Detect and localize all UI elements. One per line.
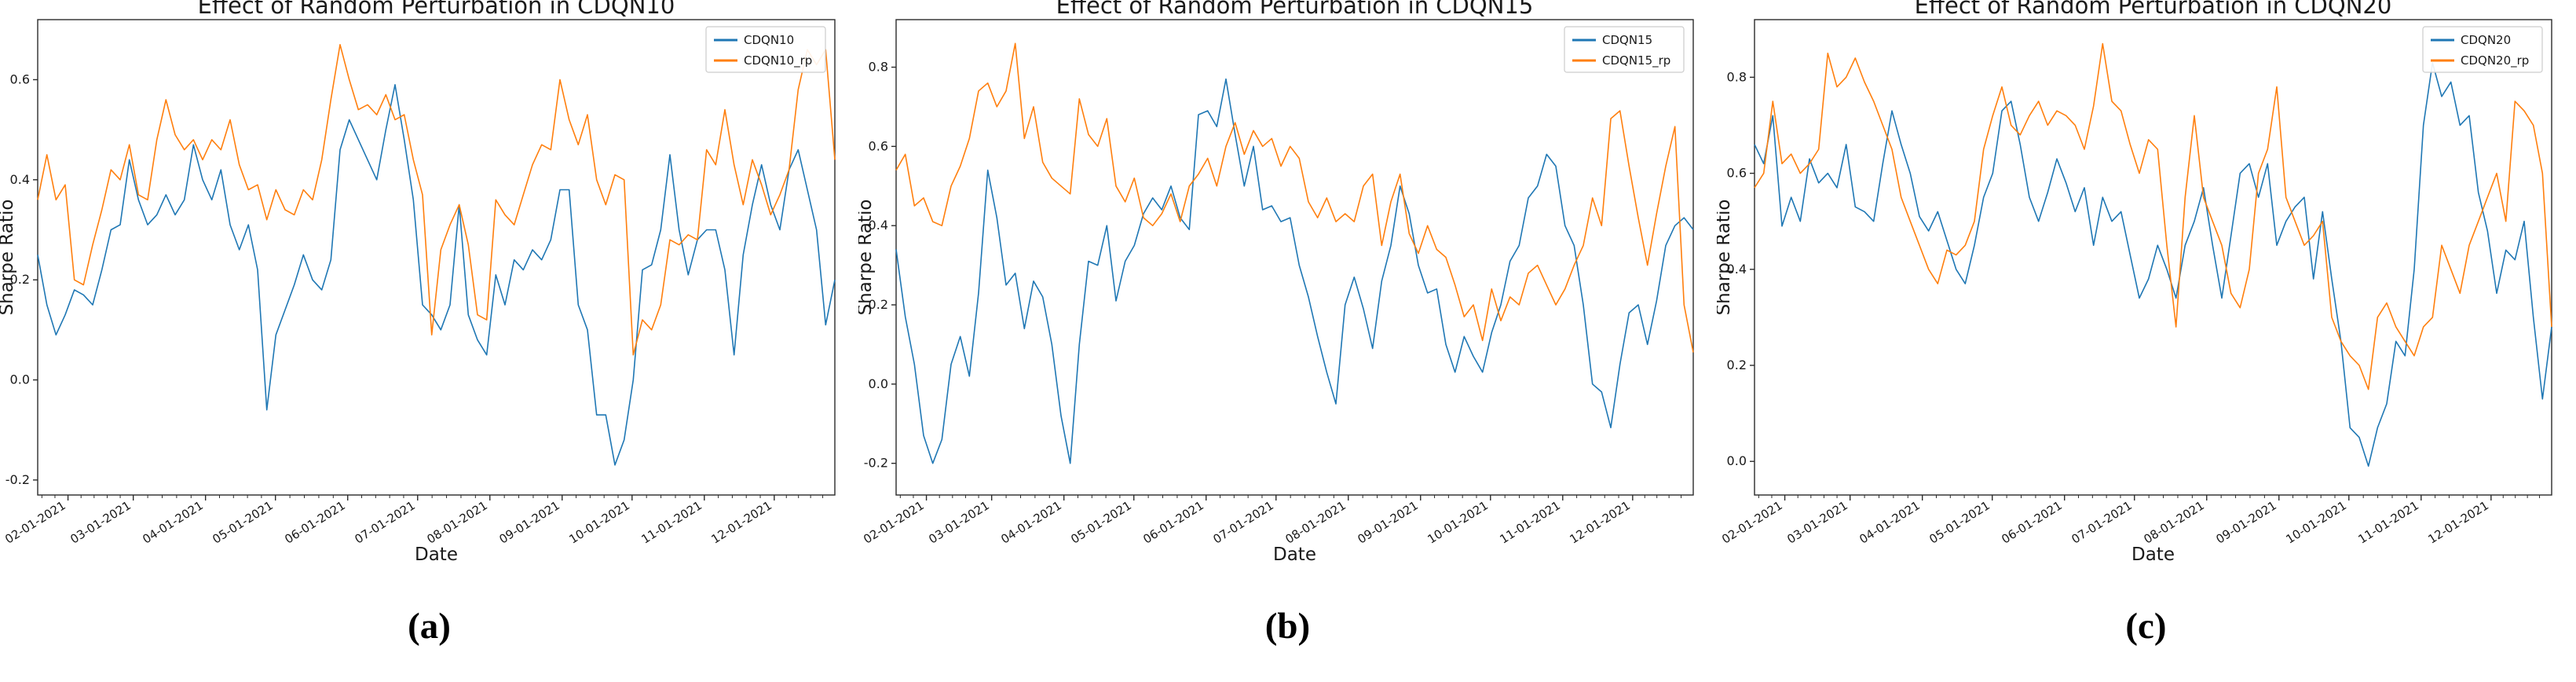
chart-cdqn10: Effect of Random Perturbation in CDQN10 -…: [0, 0, 836, 565]
svg-text:-0.2: -0.2: [5, 472, 30, 487]
y-axis: -0.2 0.0 0.2 0.4 0.6 0.8: [864, 60, 896, 471]
caption-b: (b): [1264, 606, 1311, 647]
y-axis: 0.0 0.2 0.4 0.6 0.8: [1727, 69, 1755, 468]
svg-text:0.2: 0.2: [869, 297, 888, 312]
x-axis: 02-01-2021 03-01-2021 04-01-2021 05-01-2021…: [861, 495, 1682, 547]
svg-text:07-01-2021: 07-01-2021: [1210, 498, 1275, 546]
svg-text:12-01-2021: 12-01-2021: [708, 498, 774, 546]
series-line-CDQN15: [895, 78, 1694, 464]
series-line-CDQN10_rp: [37, 43, 836, 356]
svg-text:0.0: 0.0: [869, 376, 888, 391]
svg-text:06-01-2021: 06-01-2021: [282, 498, 347, 546]
svg-text:0.0: 0.0: [1727, 453, 1747, 468]
series-line-CDQN20: [1754, 62, 2552, 468]
svg-text:05-01-2021: 05-01-2021: [1927, 498, 1992, 546]
svg-text:02-01-2021: 02-01-2021: [1719, 498, 1784, 546]
svg-text:11-01-2021: 11-01-2021: [1497, 498, 1562, 546]
svg-text:03-01-2021: 03-01-2021: [1784, 498, 1850, 546]
svg-text:03-01-2021: 03-01-2021: [68, 498, 133, 546]
svg-text:0.6: 0.6: [869, 138, 888, 153]
svg-text:07-01-2021: 07-01-2021: [2069, 498, 2134, 546]
svg-text:0.2: 0.2: [1727, 358, 1747, 372]
legend: CDQN20 CDQN20_rp: [2422, 26, 2543, 73]
svg-text:0.8: 0.8: [1727, 69, 1747, 84]
svg-text:CDQN15_rp: CDQN15_rp: [1602, 53, 1670, 68]
x-axis-label: Date: [1273, 544, 1316, 565]
svg-text:-0.2: -0.2: [864, 456, 888, 471]
y-axis: -0.2 0.0 0.2 0.4 0.6: [5, 72, 38, 487]
svg-text:09-01-2021: 09-01-2021: [2213, 498, 2278, 546]
chart-cdqn20: Effect of Random Perturbation in CDQN20 0…: [1717, 0, 2552, 565]
x-axis: 02-01-2021 03-01-2021 04-01-2021 05-01-2021…: [2, 495, 824, 547]
x-axis-label: Date: [415, 544, 458, 565]
svg-text:0.4: 0.4: [1727, 262, 1747, 277]
subplot-a: Effect of Random Perturbation in CDQN10 -…: [0, 0, 858, 682]
chart-title: Effect of Random Perturbation in CDQN20: [1915, 0, 2392, 19]
svg-text:CDQN15: CDQN15: [1602, 33, 1652, 47]
chart-title: Effect of Random Perturbation in CDQN10: [198, 0, 675, 19]
x-axis-label: Date: [2131, 544, 2175, 565]
svg-text:06-01-2021: 06-01-2021: [1999, 498, 2064, 546]
svg-text:04-01-2021: 04-01-2021: [998, 498, 1063, 546]
plot-border: [37, 19, 836, 496]
subplot-b: Effect of Random Perturbation in CDQN15 -…: [858, 0, 1717, 682]
svg-text:12-01-2021: 12-01-2021: [2425, 498, 2490, 546]
y-axis-label: Sharpe Ratio: [0, 200, 17, 316]
series-line-CDQN15_rp: [895, 42, 1694, 353]
svg-text:0.6: 0.6: [10, 72, 30, 86]
svg-text:09-01-2021: 09-01-2021: [496, 498, 562, 546]
caption-c: (c): [2125, 606, 2167, 647]
svg-text:04-01-2021: 04-01-2021: [140, 498, 205, 546]
svg-text:04-01-2021: 04-01-2021: [1857, 498, 1922, 546]
series-line-CDQN20_rp: [1754, 42, 2552, 390]
svg-text:11-01-2021: 11-01-2021: [639, 498, 704, 546]
chart-title: Effect of Random Perturbation in CDQN15: [1056, 0, 1534, 19]
plot-border: [1754, 19, 2552, 496]
svg-text:08-01-2021: 08-01-2021: [424, 498, 489, 546]
svg-text:10-01-2021: 10-01-2021: [2283, 498, 2348, 546]
svg-text:0.4: 0.4: [869, 218, 888, 233]
caption-a: (a): [408, 606, 451, 647]
svg-text:0.6: 0.6: [1727, 166, 1747, 181]
svg-text:CDQN10_rp: CDQN10_rp: [744, 53, 812, 68]
subplot-c: Effect of Random Perturbation in CDQN20 0…: [1717, 0, 2575, 682]
svg-text:CDQN20_rp: CDQN20_rp: [2461, 53, 2529, 68]
svg-text:CDQN10: CDQN10: [744, 33, 794, 47]
svg-text:10-01-2021: 10-01-2021: [1425, 498, 1490, 546]
plot-border: [895, 19, 1694, 496]
svg-text:03-01-2021: 03-01-2021: [926, 498, 991, 546]
svg-text:0.2: 0.2: [10, 272, 30, 287]
svg-text:05-01-2021: 05-01-2021: [210, 498, 275, 546]
legend: CDQN15 CDQN15_rp: [1564, 26, 1685, 73]
chart-cdqn15: Effect of Random Perturbation in CDQN15 -…: [858, 0, 1694, 565]
svg-text:09-01-2021: 09-01-2021: [1355, 498, 1420, 546]
svg-text:08-01-2021: 08-01-2021: [2141, 498, 2206, 546]
x-axis: 02-01-2021 03-01-2021 04-01-2021 05-01-2021…: [1719, 495, 2541, 547]
svg-text:10-01-2021: 10-01-2021: [566, 498, 631, 546]
series-line-CDQN10: [37, 84, 836, 466]
svg-text:11-01-2021: 11-01-2021: [2355, 498, 2420, 546]
svg-text:12-01-2021: 12-01-2021: [1567, 498, 1632, 546]
svg-text:CDQN20: CDQN20: [2461, 33, 2511, 47]
legend: CDQN10 CDQN10_rp: [705, 26, 826, 73]
svg-text:0.4: 0.4: [10, 172, 30, 187]
svg-text:08-01-2021: 08-01-2021: [1283, 498, 1348, 546]
svg-text:02-01-2021: 02-01-2021: [2, 498, 68, 546]
svg-text:0.8: 0.8: [869, 60, 888, 75]
svg-text:05-01-2021: 05-01-2021: [1068, 498, 1133, 546]
y-axis-label: Sharpe Ratio: [1717, 200, 1734, 316]
svg-text:07-01-2021: 07-01-2021: [352, 498, 417, 546]
svg-text:0.0: 0.0: [10, 372, 30, 387]
y-axis-label: Sharpe Ratio: [858, 200, 876, 316]
svg-text:02-01-2021: 02-01-2021: [861, 498, 926, 546]
svg-text:06-01-2021: 06-01-2021: [1140, 498, 1206, 546]
